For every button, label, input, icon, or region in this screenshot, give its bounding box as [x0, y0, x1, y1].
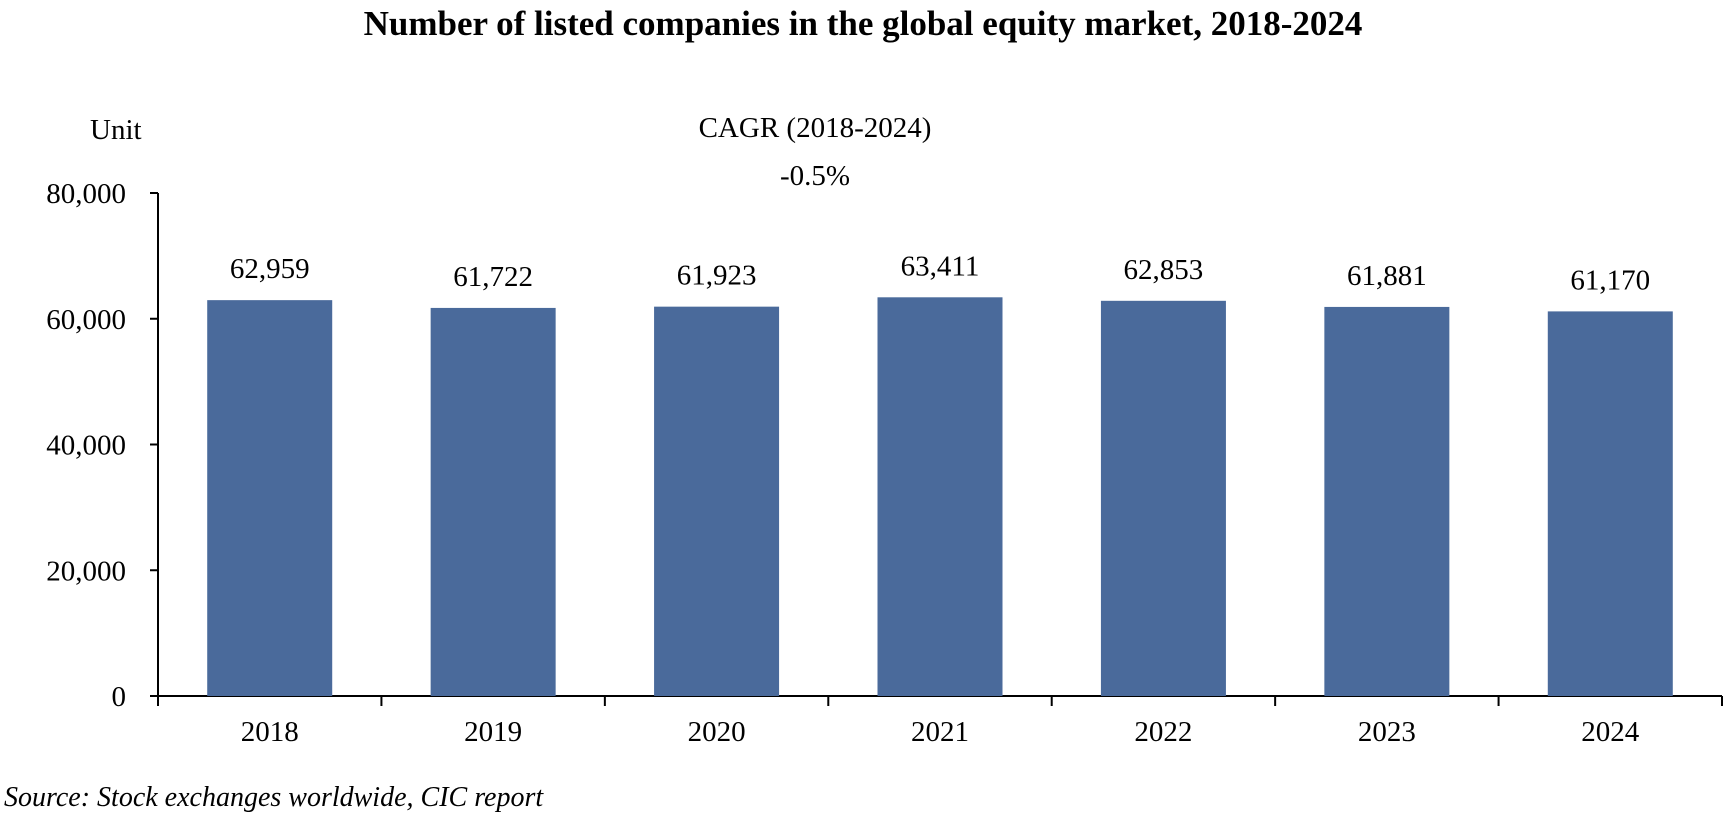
bar-2023 — [1324, 306, 1450, 696]
data-label-2020: 61,923 — [677, 260, 757, 292]
bar-2022 — [1100, 300, 1226, 696]
data-label-2024: 61,170 — [1570, 264, 1650, 296]
chart-title: Number of listed companies in the global… — [363, 4, 1363, 43]
cagr-annotation: CAGR (2018-2024) -0.5% — [615, 104, 1015, 200]
data-label-2022: 62,853 — [1124, 254, 1204, 286]
cagr-label: CAGR (2018-2024) — [698, 112, 932, 144]
x-tick-label-2024: 2024 — [1581, 716, 1640, 748]
y-axis-unit-label: Unit — [90, 114, 142, 146]
y-tick-label: 80,000 — [46, 178, 126, 210]
y-tick-label: 40,000 — [46, 430, 126, 462]
data-label-2023: 61,881 — [1347, 260, 1427, 292]
bar-2019 — [430, 307, 556, 696]
bar-2018 — [207, 300, 333, 696]
bar-2021 — [877, 297, 1003, 696]
x-tick-label-2023: 2023 — [1358, 716, 1416, 748]
y-tick-label: 0 — [112, 681, 127, 713]
y-tick-label: 20,000 — [46, 555, 126, 587]
x-tick-label-2020: 2020 — [688, 716, 746, 748]
x-tick-label-2022: 2022 — [1134, 716, 1192, 748]
data-label-2019: 61,722 — [453, 261, 533, 293]
y-tick-label: 60,000 — [46, 304, 126, 336]
x-tick-label-2021: 2021 — [911, 716, 969, 748]
cagr-value: -0.5% — [779, 160, 851, 192]
data-label-2018: 62,959 — [230, 253, 310, 285]
source-note: Source: Stock exchanges worldwide, CIC r… — [4, 782, 544, 813]
bar-2024 — [1547, 311, 1673, 696]
x-tick-label-2019: 2019 — [464, 716, 522, 748]
bar-2020 — [654, 306, 780, 696]
x-tick-label-2018: 2018 — [241, 716, 299, 748]
data-label-2021: 63,411 — [901, 250, 980, 282]
